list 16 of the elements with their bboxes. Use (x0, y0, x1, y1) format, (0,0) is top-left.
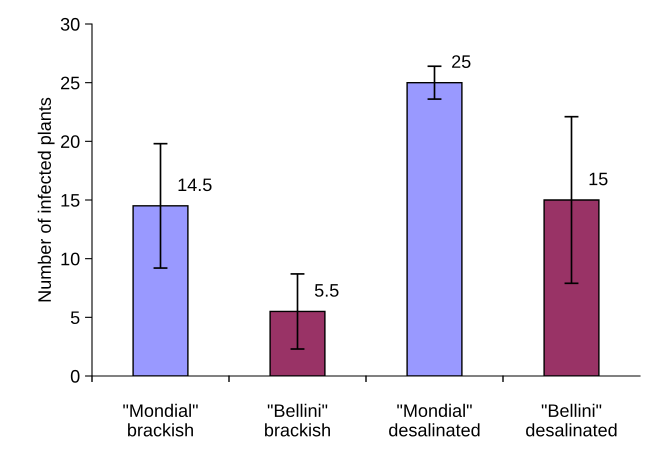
y-tick-label: 0 (70, 370, 80, 383)
y-tick-label: 25 (61, 76, 80, 90)
y-tick-label: 10 (61, 252, 80, 266)
data-label: 14.5 (178, 178, 212, 192)
data-label: 15 (590, 172, 608, 186)
x-tick-label: "Bellini" desalinated (526, 404, 617, 436)
y-tick-label: 5 (70, 311, 80, 324)
x-tick-label: "Mondial" desalinated (389, 404, 480, 436)
x-tick-label: "Mondial" brackish (123, 404, 198, 436)
y-axis-title: Number of infected plants (38, 98, 55, 302)
y-tick-label: 15 (61, 194, 80, 207)
x-tick-label: "Bellini" brackish (265, 404, 330, 436)
y-tick-label: 20 (61, 135, 80, 148)
data-label: 5.5 (314, 284, 339, 297)
data-label: 25 (452, 55, 470, 68)
y-tick-label: 30 (60, 18, 80, 31)
